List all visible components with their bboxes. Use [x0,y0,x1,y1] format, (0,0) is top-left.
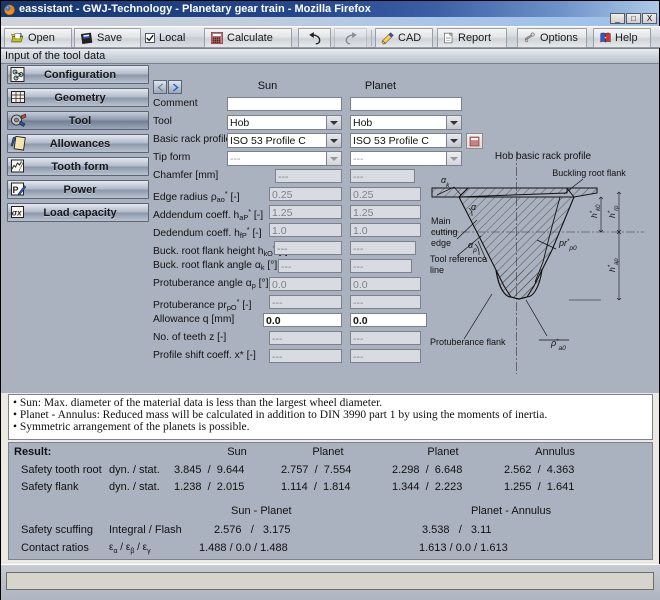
svg-text:Tool reference: Tool reference [430,254,487,264]
svg-text:line: line [430,265,444,275]
svg-text:h*ap: h*ap [607,258,620,272]
svg-text:Main: Main [431,216,451,226]
svg-text:h*rp: h*rp [607,205,620,218]
svg-text:σx: σx [12,209,22,218]
svg-text:α: α [471,202,477,212]
svg-text:h*k0: h*k0 [589,204,602,218]
svg-text:Buckling root flank: Buckling root flank [552,168,626,178]
svg-text:P: P [13,185,19,195]
svg-text:Hob basic rack profile: Hob basic rack profile [495,151,592,162]
svg-text:cutting: cutting [431,227,458,237]
svg-text:pr*p0: pr*p0 [558,238,577,252]
svg-text:edge: edge [431,238,451,248]
svg-text:αp: αp [468,240,477,254]
svg-text:Protuberance flank: Protuberance flank [430,337,506,347]
svg-text:αk: αk [441,175,450,189]
